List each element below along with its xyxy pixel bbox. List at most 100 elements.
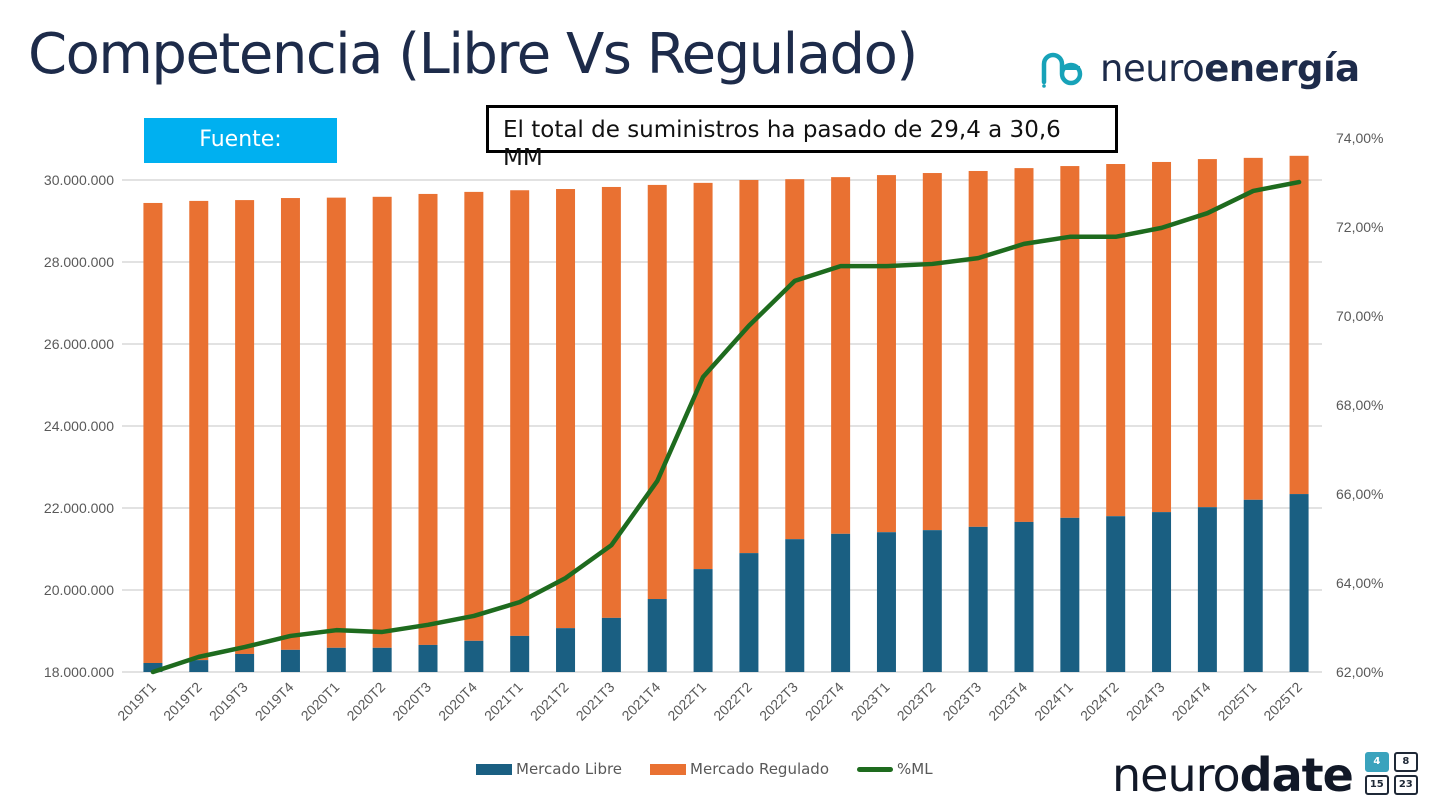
y-tick-label: 28.000.000 (44, 254, 114, 270)
bar-mercado-libre (739, 553, 759, 672)
x-tick-label: 2022T4 (802, 679, 847, 724)
bar-mercado-libre (831, 533, 851, 672)
legend-label: %ML (897, 760, 933, 778)
brand-name-2-light: neuro (1112, 748, 1241, 802)
x-tick-label: 2019T3 (206, 679, 251, 724)
bar-mercado-libre (785, 539, 805, 672)
brand-name-light: neuro (1100, 46, 1205, 90)
x-tick-label: 2025T2 (1260, 679, 1305, 724)
x-tick-label: 2023T1 (848, 679, 893, 724)
legend-label: Mercado Regulado (690, 760, 830, 778)
bar-mercado-libre (280, 649, 300, 672)
calendar-day: 15 (1364, 774, 1389, 795)
bar-mercado-libre (326, 647, 346, 672)
x-tick-label: 2024T3 (1123, 679, 1168, 724)
bar-mercado-libre (647, 599, 667, 672)
neuroenergia-logo: neuroenergía (1038, 44, 1360, 92)
bar-mercado-regulado (556, 189, 576, 629)
x-tick-label: 2024T2 (1077, 679, 1122, 724)
bar-mercado-regulado (372, 196, 392, 648)
bar-mercado-regulado (831, 177, 851, 534)
bar-mercado-libre (1289, 494, 1309, 672)
bar-mercado-regulado (1060, 166, 1080, 518)
bar-mercado-libre (556, 628, 576, 672)
x-tick-label: 2024T1 (1031, 679, 1076, 724)
x-tick-label: 2023T2 (894, 679, 939, 724)
bar-mercado-regulado (464, 191, 484, 641)
y2-tick-label: 66,00% (1336, 486, 1383, 502)
x-tick-label: 2020T2 (343, 679, 388, 724)
bar-mercado-regulado (235, 200, 255, 654)
annotation-text: El total de suministros ha pasado de 29,… (503, 117, 1061, 171)
bar-mercado-libre (189, 660, 209, 672)
bar-mercado-regulado (189, 200, 209, 661)
bar-mercado-libre (876, 532, 896, 672)
x-tick-label: 2022T2 (710, 679, 755, 724)
bar-mercado-regulado (1197, 159, 1217, 508)
bar-mercado-libre (510, 635, 530, 672)
brand-name: neuroenergía (1100, 47, 1360, 90)
brand-name-bold: energía (1204, 46, 1360, 90)
bar-mercado-libre (1060, 517, 1080, 672)
calendar-day: 23 (1393, 774, 1418, 795)
bar-mercado-libre (601, 617, 621, 672)
x-tick-label: 2021T3 (573, 679, 618, 724)
bar-mercado-regulado (510, 190, 530, 636)
x-tick-label: 2019T2 (160, 679, 205, 724)
bar-mercado-regulado (647, 184, 667, 600)
bar-mercado-regulado (968, 170, 988, 527)
bar-mercado-regulado (418, 193, 438, 645)
x-tick-label: 2020T3 (389, 679, 434, 724)
bar-mercado-libre (1014, 521, 1034, 672)
calendar-day: 4 (1364, 751, 1389, 772)
y2-tick-label: 74,00% (1336, 130, 1383, 146)
x-tick-label: 2021T2 (527, 679, 572, 724)
bar-mercado-libre (143, 662, 163, 672)
chart-legend: Mercado Libre Mercado Regulado %ML (476, 760, 961, 778)
y2-tick-label: 64,00% (1336, 575, 1383, 591)
ne-logo-icon (1041, 52, 1083, 88)
y-tick-label: 22.000.000 (44, 500, 114, 516)
bar-mercado-libre (372, 647, 392, 672)
line-pct-ml (150, 179, 1302, 675)
bar-mercado-libre (968, 526, 988, 672)
y2-tick-label: 68,00% (1336, 397, 1383, 413)
bar-mercado-regulado (1243, 157, 1263, 500)
y-tick-label: 18.000.000 (44, 664, 114, 680)
x-tick-label: 2021T1 (481, 679, 526, 724)
annotation-box: El total de suministros ha pasado de 29,… (486, 105, 1118, 171)
legend-swatch-libre (476, 763, 512, 775)
bar-mercado-regulado (1106, 164, 1126, 517)
legend-item-pct: %ML (857, 760, 933, 778)
bar-mercado-regulado (1289, 155, 1309, 495)
bar-mercado-libre (464, 640, 484, 672)
bar-mercado-libre (235, 653, 255, 672)
source-label: Fuente: (144, 118, 337, 163)
x-tick-label: 2019T4 (252, 679, 297, 724)
y-tick-label: 24.000.000 (44, 418, 114, 434)
brand-name-2: neurodate (1112, 752, 1354, 798)
y-tick-label: 26.000.000 (44, 336, 114, 352)
bar-mercado-libre (1106, 516, 1126, 672)
x-tick-label: 2019T1 (114, 679, 159, 724)
y2-tick-label: 72,00% (1336, 219, 1383, 235)
page-title: Competencia (Libre Vs Regulado) (28, 22, 918, 87)
bar-mercado-regulado (876, 175, 896, 533)
x-tick-label: 2023T3 (939, 679, 984, 724)
bar-mercado-regulado (785, 179, 805, 540)
calendar-icon: 4 8 15 23 (1364, 751, 1420, 795)
x-tick-label: 2023T4 (985, 679, 1030, 724)
x-tick-label: 2024T4 (1169, 679, 1214, 724)
bar-mercado-regulado (922, 173, 942, 531)
x-tick-label: 2022T3 (756, 679, 801, 724)
x-tick-label: 2020T1 (298, 679, 343, 724)
legend-item-regulado: Mercado Regulado (650, 760, 829, 778)
bar-mercado-libre (693, 569, 713, 672)
bar-mercado-regulado (326, 197, 346, 648)
legend-swatch-regulado (650, 763, 687, 775)
bar-mercado-regulado (1152, 161, 1172, 513)
y2-tick-label: 70,00% (1336, 308, 1383, 324)
bar-mercado-libre (418, 644, 438, 672)
x-tick-label: 2025T1 (1214, 679, 1259, 724)
